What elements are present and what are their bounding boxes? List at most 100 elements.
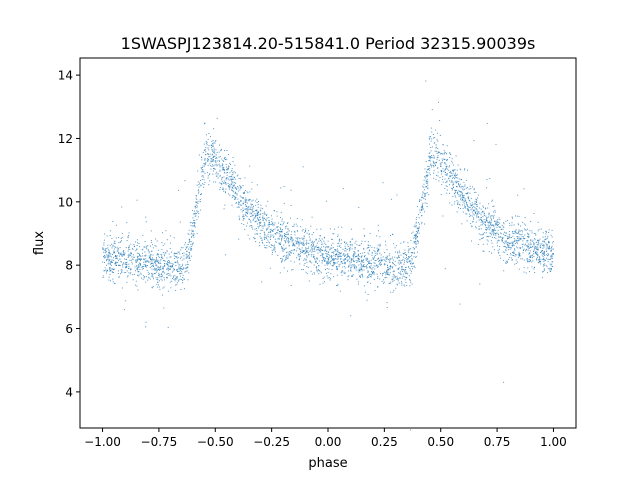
data-point [285,257,287,259]
data-point [537,240,539,241]
data-point [502,233,504,235]
data-point [476,209,478,211]
data-point [416,237,418,239]
data-point [476,202,477,203]
data-point [162,268,164,270]
data-point [358,264,360,266]
data-point [212,164,213,166]
data-point [341,261,343,263]
data-point [281,248,283,249]
data-point [521,238,523,240]
data-point [214,155,216,157]
data-point [331,238,333,240]
data-point [298,259,300,261]
data-point [512,252,514,254]
data-point [250,221,252,223]
data-point [352,264,354,266]
data-point [179,268,181,270]
data-point [474,191,476,193]
data-point [234,176,235,178]
data-point [316,242,318,244]
data-point [191,233,193,235]
data-point [165,263,167,265]
data-point [181,272,183,274]
data-point [409,269,411,271]
data-point [231,168,233,170]
data-point [290,237,292,239]
data-point [180,275,181,277]
data-point [277,226,279,228]
data-point [523,248,525,250]
data-point [327,240,329,242]
data-point [343,253,345,255]
data-point [229,184,231,185]
data-point [512,244,514,246]
data-point [454,174,456,176]
data-point [453,178,455,180]
data-point [370,276,372,278]
data-point [202,176,204,178]
data-point [341,270,343,272]
data-point [427,166,429,168]
data-point [117,248,119,250]
data-point [346,257,348,258]
data-point [419,199,421,201]
data-point [323,258,324,260]
data-point [475,227,477,229]
data-point [395,287,397,289]
data-point [309,240,311,242]
data-point [214,164,216,166]
data-point [396,194,398,196]
data-point [120,252,122,254]
data-point [170,265,172,267]
data-point [421,204,423,206]
data-point [480,234,482,236]
data-point [366,260,368,262]
y-tick-label: 10 [58,195,73,209]
data-point [363,285,365,287]
data-point [230,170,232,172]
data-point [197,181,199,183]
data-point [222,164,224,166]
data-point [393,274,395,276]
data-point [125,262,127,264]
data-point [308,246,310,248]
data-point [344,242,346,243]
data-point [177,257,179,259]
data-point [147,260,149,262]
data-point [274,244,276,246]
data-point [121,254,123,256]
data-point [376,264,378,266]
data-point [523,188,525,190]
data-point [359,269,361,271]
data-point [213,156,215,157]
data-point [115,224,117,226]
data-point [298,254,300,256]
data-point [388,274,390,276]
data-point [536,258,538,260]
data-point [400,262,401,264]
data-point [542,232,544,234]
data-point [135,280,137,282]
data-point [463,181,465,183]
data-point [268,231,269,233]
data-point [128,265,130,267]
data-point [487,224,489,226]
data-point [243,218,245,220]
data-point [515,246,517,248]
data-point [203,171,205,173]
data-point [301,251,303,253]
data-point [434,162,436,164]
data-point [402,252,404,254]
data-point [460,199,462,201]
data-point [537,259,539,261]
data-point [189,260,191,261]
data-point [254,213,256,215]
data-point [533,213,535,214]
data-point [264,214,266,215]
data-point [378,264,380,266]
data-point [406,259,408,260]
data-point [250,204,252,206]
data-point [249,212,251,214]
data-point [259,223,261,225]
